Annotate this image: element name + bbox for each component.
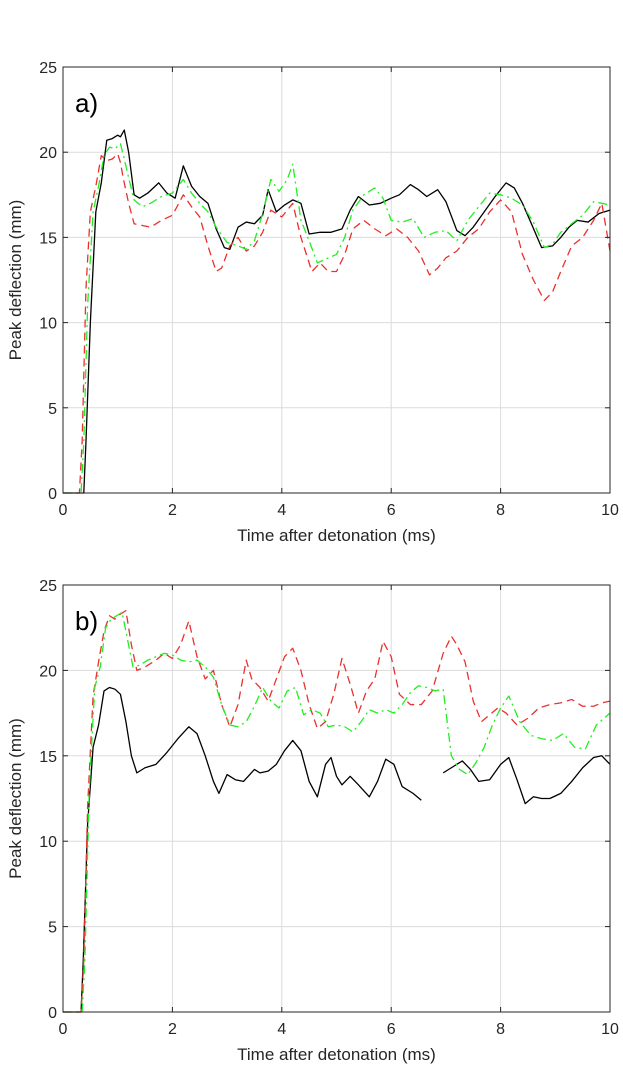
y-tick-label: 20 (39, 663, 57, 680)
x-axis-label: Time after detonation (ms) (237, 1045, 436, 1064)
y-tick-label: 5 (48, 401, 57, 418)
y-tick-label: 25 (39, 578, 57, 595)
x-tick-label: 10 (601, 1021, 619, 1038)
series-line-3 (63, 143, 611, 494)
y-axis-label: Peak deflection (mm) (6, 200, 25, 361)
axes-box (62, 66, 611, 494)
plot-area (63, 585, 610, 1012)
y-tick-label: 0 (48, 486, 57, 503)
x-tick-label: 4 (277, 1021, 286, 1038)
y-tick-label: 15 (39, 230, 57, 247)
panel-label: a) (75, 88, 98, 118)
x-tick-label: 6 (387, 1021, 396, 1038)
series-line-2 (63, 609, 611, 1013)
panel-label: b) (75, 606, 98, 636)
x-tick-label: 2 (168, 1021, 177, 1038)
x-tick-label: 2 (168, 502, 177, 519)
y-tick-label: 20 (39, 145, 57, 162)
y-tick-label: 10 (39, 316, 57, 333)
chart-panel-b: 0 2 4 6 8 10 0 5 10 15 20 25 Time after detonation (… (6, 578, 619, 1064)
y-tick-label: 10 (39, 834, 57, 851)
plot-area (63, 67, 610, 493)
y-tick-label: 25 (39, 60, 57, 77)
y-tick-label: 5 (48, 920, 57, 937)
x-tick-label: 8 (496, 1021, 505, 1038)
x-tick-label: 0 (59, 502, 68, 519)
x-tick-label: 4 (277, 502, 286, 519)
series-line-3 (63, 611, 611, 1013)
x-tick-label: 10 (601, 502, 619, 519)
series-line-1 (63, 686, 611, 1013)
series-line-1 (63, 129, 611, 494)
y-tick-label: 0 (48, 1005, 57, 1022)
x-tick-label: 0 (59, 1021, 68, 1038)
x-tick-label: 6 (387, 502, 396, 519)
series-line-2 (63, 153, 611, 494)
chart-panel-a: 0 2 4 6 8 10 0 5 10 15 20 25 Time after detonation (… (6, 60, 619, 545)
axes-box (62, 584, 611, 1013)
y-axis-label: Peak deflection (mm) (6, 718, 25, 879)
y-tick-label: 15 (39, 749, 57, 766)
x-axis-label: Time after detonation (ms) (237, 526, 436, 545)
x-tick-label: 8 (496, 502, 505, 519)
